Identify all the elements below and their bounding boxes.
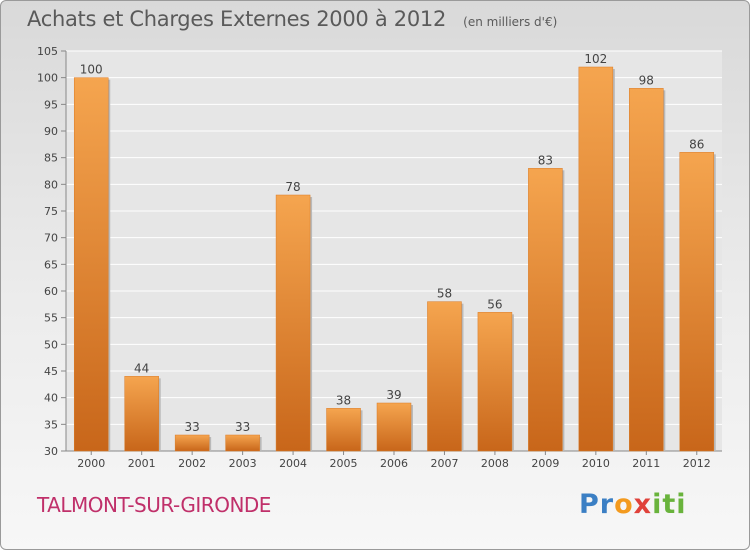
data-label: 58 — [437, 287, 452, 301]
data-label: 86 — [689, 137, 704, 151]
y-tick-label: 55 — [44, 312, 58, 325]
bar-2005 — [326, 408, 361, 452]
x-tick-label: 2002 — [178, 457, 206, 470]
x-tick-label: 2010 — [582, 457, 610, 470]
y-tick-label: 35 — [44, 418, 58, 431]
data-label: 33 — [185, 420, 200, 434]
bar-2009 — [528, 168, 563, 452]
y-tick-label: 40 — [44, 392, 58, 405]
bar-2004 — [275, 194, 311, 452]
y-tick-label: 80 — [44, 178, 58, 191]
data-label: 100 — [80, 63, 103, 77]
y-tick-label: 50 — [44, 338, 58, 351]
data-label: 98 — [639, 73, 654, 87]
x-tick-label: 2011 — [632, 457, 660, 470]
x-tick-label: 2009 — [531, 457, 559, 470]
bar-2000 — [73, 77, 109, 452]
y-tick-label: 105 — [37, 45, 58, 58]
x-tick-label: 2008 — [481, 457, 509, 470]
chart-unit: (en milliers d'€) — [463, 15, 558, 29]
bars: 100 44 33 33 78 38 39 58 56 83 102 98 86 — [73, 52, 716, 452]
data-label: 102 — [584, 52, 607, 66]
y-tick-label: 65 — [44, 258, 58, 271]
y-tick-label: 75 — [44, 205, 58, 218]
y-tick-label: 45 — [44, 365, 58, 378]
bar-2010 — [578, 66, 614, 452]
y-tick-label: 90 — [44, 125, 58, 138]
x-tick-label: 2006 — [380, 457, 408, 470]
x-tick-label: 2004 — [279, 457, 307, 470]
data-label: 39 — [386, 388, 401, 402]
chart-title: Achats et Charges Externes 2000 à 2012 — [27, 7, 447, 31]
x-axis: 2000 2001 2002 2003 2004 2005 2006 2007 2008 2009… — [77, 451, 711, 470]
x-tick-label: 2000 — [77, 457, 105, 470]
x-tick-label: 2001 — [128, 457, 156, 470]
bar-2011 — [629, 88, 664, 452]
y-tick-label: 60 — [44, 285, 58, 298]
bar-2002 — [174, 434, 210, 452]
x-tick-label: 2003 — [229, 457, 257, 470]
bar-2006 — [376, 402, 412, 452]
data-label: 56 — [487, 297, 502, 311]
bar-2007 — [427, 301, 462, 452]
place-name: TALMONT-SUR-GIRONDE — [37, 493, 271, 517]
data-label: 78 — [285, 180, 300, 194]
title-block: Achats et Charges Externes 2000 à 2012 (… — [27, 7, 557, 31]
x-tick-label: 2005 — [330, 457, 358, 470]
x-tick-label: 2012 — [683, 457, 711, 470]
y-tick-label: 85 — [44, 152, 58, 165]
y-tick-label: 70 — [44, 232, 58, 245]
y-tick-label: 95 — [44, 98, 58, 111]
bar-2003 — [225, 434, 260, 452]
y-tick-label: 30 — [44, 445, 58, 458]
data-label: 83 — [538, 153, 553, 167]
bar-2012 — [679, 152, 715, 452]
bar-2001 — [124, 376, 159, 452]
proxiti-logo: Proxiti — [579, 489, 687, 520]
data-label: 33 — [235, 420, 250, 434]
y-tick-label: 100 — [37, 72, 58, 85]
data-label: 44 — [134, 361, 149, 375]
x-tick-label: 2007 — [430, 457, 458, 470]
data-label: 38 — [336, 393, 351, 407]
bar-2008 — [477, 312, 513, 452]
